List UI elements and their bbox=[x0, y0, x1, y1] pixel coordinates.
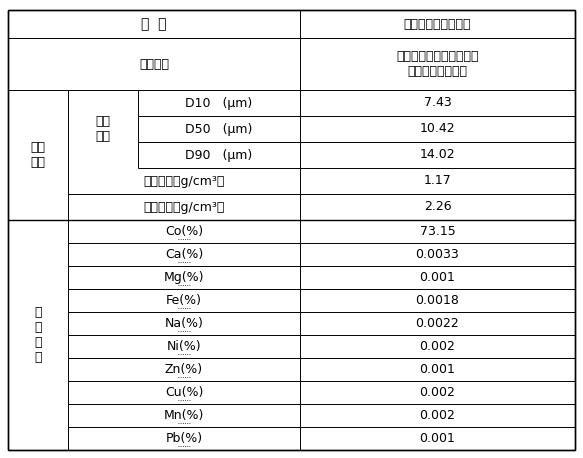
Text: 0.001: 0.001 bbox=[420, 271, 455, 284]
Text: Ca(%): Ca(%) bbox=[165, 248, 203, 261]
Text: 2.26: 2.26 bbox=[424, 201, 451, 213]
Text: Pb(%): Pb(%) bbox=[166, 432, 202, 445]
Text: 0.0022: 0.0022 bbox=[416, 317, 459, 330]
Text: 激光
粒度: 激光 粒度 bbox=[96, 115, 111, 143]
Text: D10   (μm): D10 (μm) bbox=[185, 97, 252, 109]
Text: Mn(%): Mn(%) bbox=[164, 409, 204, 422]
Text: 振实密度（g/cm³）: 振实密度（g/cm³） bbox=[143, 201, 224, 213]
Text: 化
学
成
份: 化 学 成 份 bbox=[34, 306, 42, 364]
Text: 0.001: 0.001 bbox=[420, 363, 455, 376]
Text: 0.0018: 0.0018 bbox=[416, 294, 459, 307]
Text: Na(%): Na(%) bbox=[164, 317, 203, 330]
Text: Mg(%): Mg(%) bbox=[164, 271, 204, 284]
Text: Cu(%): Cu(%) bbox=[165, 386, 203, 399]
Text: 表观质量: 表观质量 bbox=[139, 58, 169, 71]
Text: 7.43: 7.43 bbox=[424, 97, 451, 109]
Text: 松装密度（g/cm³）: 松装密度（g/cm³） bbox=[143, 174, 224, 187]
Text: 0.0033: 0.0033 bbox=[416, 248, 459, 261]
Text: 项  目: 项 目 bbox=[141, 17, 167, 31]
Text: 物理
性能: 物理 性能 bbox=[30, 141, 45, 169]
Text: 10.42: 10.42 bbox=[420, 122, 455, 136]
Text: 灰黑色粉末，干燥洁净无
夹杂物，色泽一致: 灰黑色粉末，干燥洁净无 夹杂物，色泽一致 bbox=[396, 50, 479, 78]
Text: Co(%): Co(%) bbox=[165, 225, 203, 238]
Text: 73.15: 73.15 bbox=[420, 225, 455, 238]
Text: 1.17: 1.17 bbox=[424, 174, 451, 187]
Text: 0.002: 0.002 bbox=[420, 409, 455, 422]
Text: 14.02: 14.02 bbox=[420, 148, 455, 162]
Text: D50   (μm): D50 (μm) bbox=[185, 122, 252, 136]
Text: Zn(%): Zn(%) bbox=[165, 363, 203, 376]
Text: 0.001: 0.001 bbox=[420, 432, 455, 445]
Text: 质量要求、检测结果: 质量要求、检测结果 bbox=[404, 17, 471, 31]
Text: D90   (μm): D90 (μm) bbox=[185, 148, 252, 162]
Text: Fe(%): Fe(%) bbox=[166, 294, 202, 307]
Text: 0.002: 0.002 bbox=[420, 340, 455, 353]
Text: Ni(%): Ni(%) bbox=[167, 340, 201, 353]
Text: 0.002: 0.002 bbox=[420, 386, 455, 399]
